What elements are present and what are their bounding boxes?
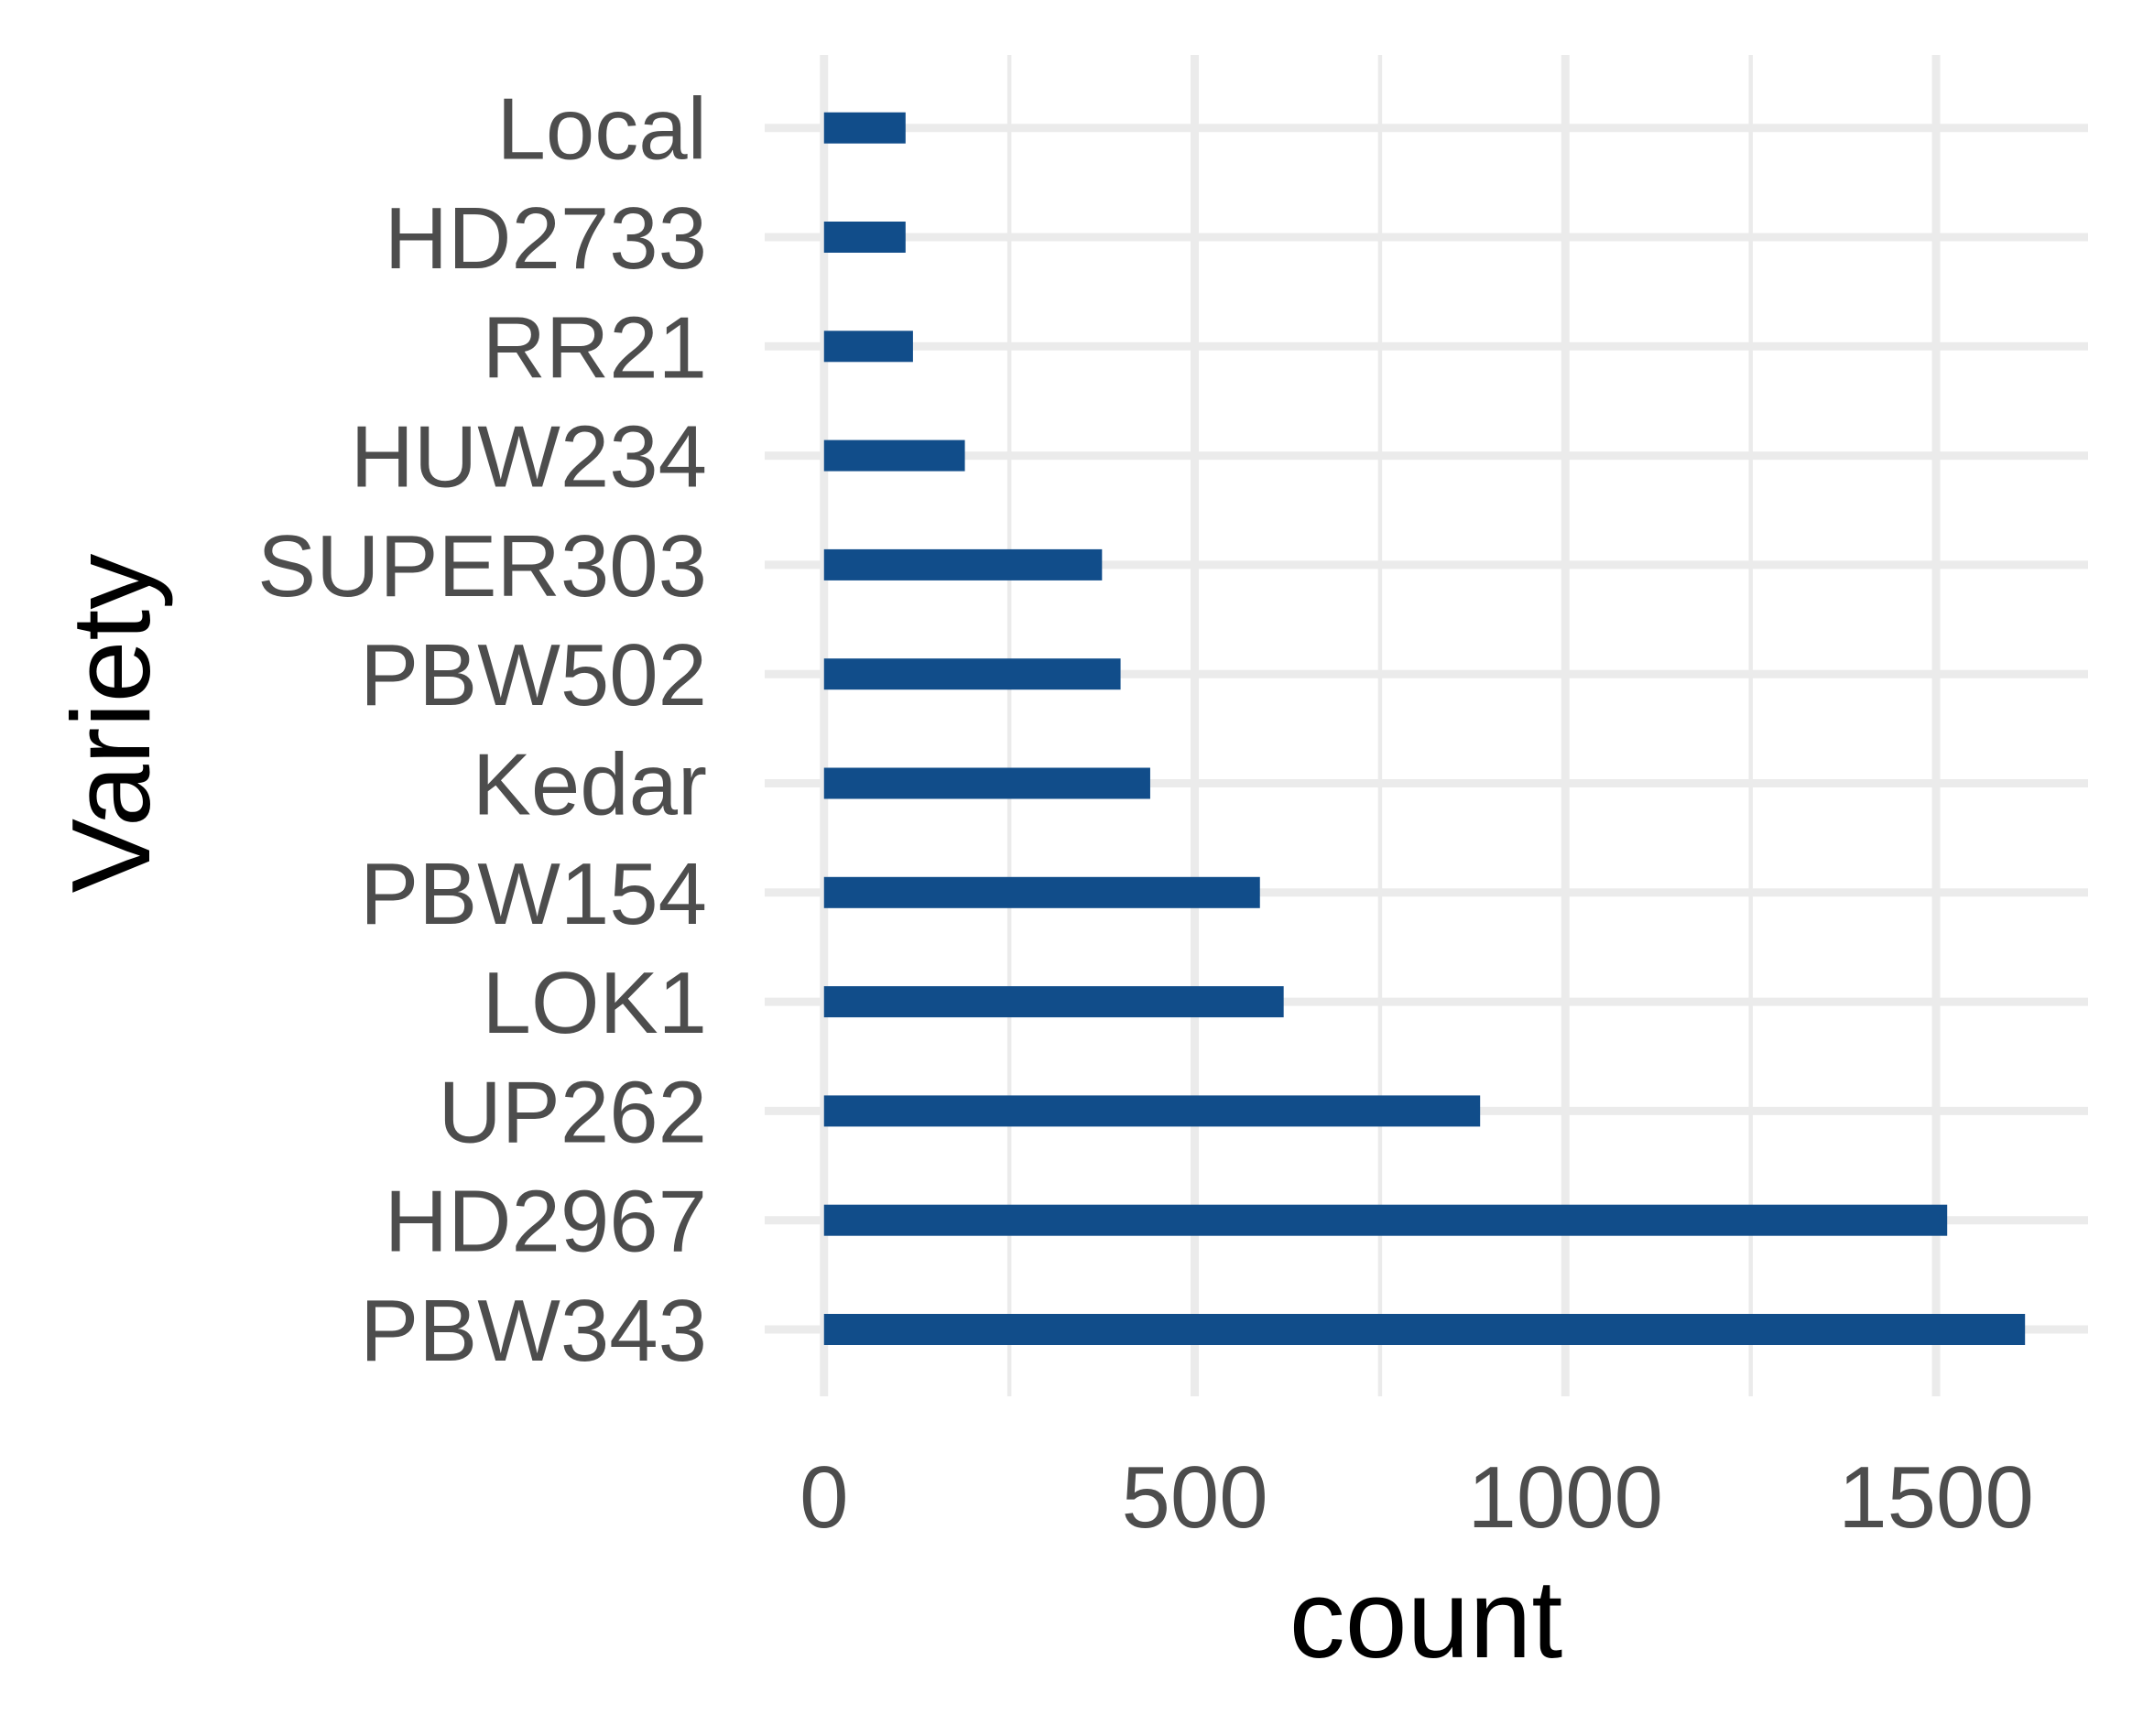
y-axis-title: Variety xyxy=(49,554,173,894)
bar-super303 xyxy=(823,548,1103,580)
y-tick-label: SUPER303 xyxy=(257,517,707,615)
bars xyxy=(823,112,2026,1345)
y-tick-label: Kedar xyxy=(473,736,707,834)
y-tick-labels: PBW343 HD2967 UP262 LOK1 PBW154 Kedar PBW502 SU… xyxy=(257,81,707,1380)
x-tick-label: 1000 xyxy=(1468,1448,1664,1546)
bar-hd2967 xyxy=(823,1204,1948,1236)
y-tick-label: HD2733 xyxy=(385,190,707,288)
x-tick-label: 1500 xyxy=(1838,1448,2034,1546)
y-tick-label: Local xyxy=(497,81,708,179)
y-tick-label: LOK1 xyxy=(483,954,707,1052)
y-tick-label: HUW234 xyxy=(351,408,707,506)
bar-up262 xyxy=(823,1095,1481,1127)
bar-lok1 xyxy=(823,986,1284,1018)
bar-pbw502 xyxy=(823,658,1121,690)
bar-pbw343 xyxy=(823,1314,2026,1345)
bar-huw234 xyxy=(823,439,965,472)
bar-pbw154 xyxy=(823,876,1260,908)
bar-rr21 xyxy=(823,331,913,363)
y-tick-label: PBW154 xyxy=(360,845,707,943)
x-axis-title: count xyxy=(1289,1557,1562,1681)
x-tick-labels: 0 500 1000 1500 xyxy=(800,1448,2034,1546)
y-tick-label: RR21 xyxy=(483,298,707,396)
grid xyxy=(765,55,2088,1396)
x-tick-label: 500 xyxy=(1121,1448,1267,1546)
y-tick-label: PBW343 xyxy=(360,1282,707,1380)
y-tick-label: PBW502 xyxy=(360,626,707,724)
x-tick-label: 0 xyxy=(800,1448,848,1546)
bar-hd2733 xyxy=(823,222,906,253)
y-tick-label: UP262 xyxy=(438,1063,707,1161)
bar-local xyxy=(823,112,906,144)
y-tick-label: HD2967 xyxy=(385,1173,707,1271)
bar-kedar xyxy=(823,767,1150,799)
